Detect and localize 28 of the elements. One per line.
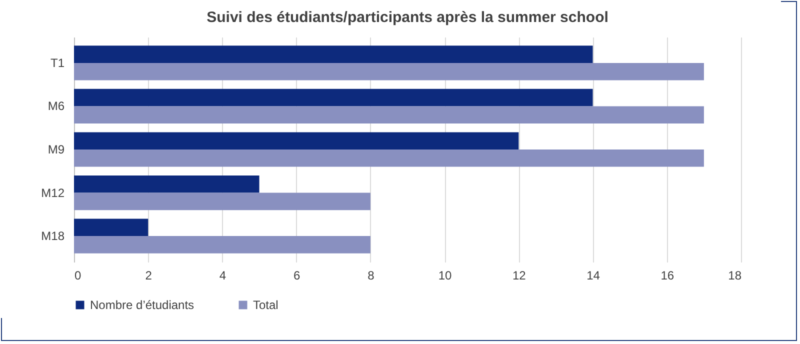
x-tick-label: 14: [586, 268, 600, 282]
bar: [74, 218, 148, 236]
y-tick-label: T1: [50, 56, 65, 70]
bar: [74, 175, 260, 193]
bar: [74, 106, 704, 124]
bar: [74, 88, 593, 106]
chart-title: Suivi des étudiants/participants après la summer school: [206, 9, 608, 26]
x-tick-label: 0: [74, 268, 82, 282]
legend-label: Nombre d’étudiants: [90, 298, 194, 312]
y-tick-label: M6: [48, 99, 65, 114]
bar: [74, 132, 519, 150]
y-tick-label: M9: [48, 142, 65, 156]
x-tick-label: 4: [219, 268, 226, 282]
x-tick-label: 16: [660, 268, 674, 282]
bar: [74, 236, 370, 254]
x-tick-label: 18: [728, 268, 742, 282]
legend-label: Total: [253, 298, 278, 312]
bar: [74, 62, 704, 80]
x-tick-label: 8: [368, 268, 375, 282]
bar: [74, 150, 704, 167]
x-tick-label: 10: [438, 268, 452, 282]
y-tick-label: M12: [41, 186, 65, 200]
bar: [74, 46, 593, 63]
y-tick-label: M18: [41, 229, 65, 244]
x-tick-label: 6: [293, 268, 300, 282]
x-tick-label: 2: [145, 268, 152, 282]
x-tick-label: 12: [512, 268, 526, 282]
bar: [74, 192, 370, 210]
